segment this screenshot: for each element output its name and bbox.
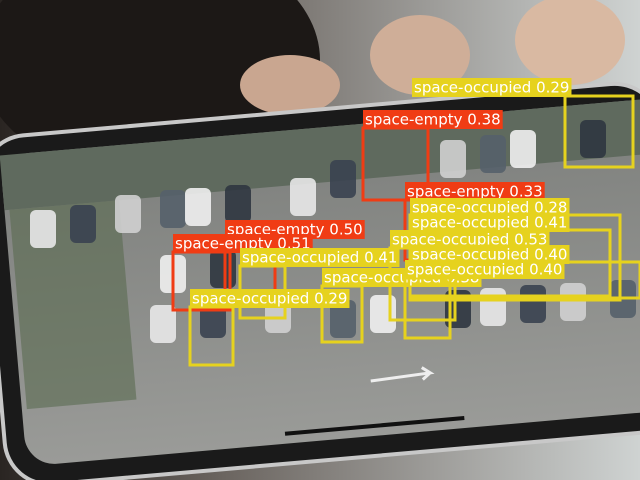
car bbox=[225, 185, 251, 223]
car bbox=[480, 135, 506, 173]
car bbox=[480, 288, 506, 326]
detection-label: space-empty 0.33 bbox=[407, 183, 543, 201]
car bbox=[185, 188, 211, 226]
car bbox=[560, 283, 586, 321]
detection-label: space-occupied 0.40 bbox=[407, 261, 562, 279]
detection-label: space-occupied 0.40 bbox=[412, 246, 567, 264]
car bbox=[330, 160, 356, 198]
greenery bbox=[9, 200, 137, 410]
detection-label: space-occupied 0.41 bbox=[242, 249, 397, 267]
finger bbox=[370, 15, 470, 95]
phone bbox=[0, 81, 640, 480]
car bbox=[520, 285, 546, 323]
car bbox=[290, 178, 316, 216]
label-background bbox=[412, 78, 572, 97]
detection-label: space-occupied 0.53 bbox=[392, 231, 547, 249]
car bbox=[330, 300, 356, 338]
car bbox=[160, 190, 186, 228]
car bbox=[440, 140, 466, 178]
car bbox=[70, 205, 96, 243]
detections: space-occupied 0.29 space-empty 0.38 space… bbox=[171, 78, 640, 367]
detection-label: space-occupied 0.28 bbox=[412, 199, 567, 217]
detection-label: space-occupied 0.29 bbox=[192, 290, 347, 308]
car bbox=[580, 120, 606, 158]
car bbox=[30, 210, 56, 248]
road-arrow bbox=[370, 366, 435, 383]
detection-label: space-occupied 0.29 bbox=[414, 79, 569, 97]
finger bbox=[240, 55, 340, 115]
car bbox=[510, 130, 536, 168]
car bbox=[210, 250, 236, 288]
bounding-box bbox=[563, 94, 635, 169]
label-background bbox=[190, 289, 350, 308]
home-bar bbox=[284, 416, 465, 436]
label-background bbox=[405, 260, 565, 279]
label-background bbox=[410, 245, 570, 264]
label-background bbox=[363, 110, 503, 129]
label-background bbox=[405, 182, 545, 201]
car bbox=[150, 305, 176, 343]
finger bbox=[515, 0, 625, 85]
car bbox=[370, 295, 396, 333]
label-background bbox=[240, 248, 400, 267]
label-background bbox=[390, 230, 550, 249]
label-background bbox=[410, 198, 570, 217]
detection-label: space-occupied 0.41 bbox=[412, 214, 567, 232]
detection-label: space-empty 0.38 bbox=[365, 111, 501, 129]
label-background bbox=[410, 213, 570, 232]
car bbox=[115, 195, 141, 233]
